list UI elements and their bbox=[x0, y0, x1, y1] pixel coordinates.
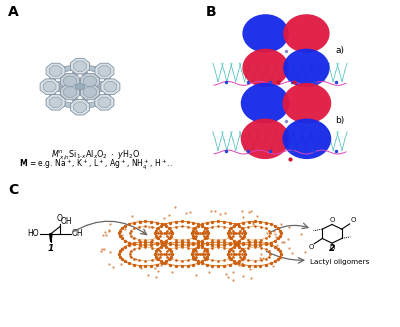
Polygon shape bbox=[58, 93, 68, 101]
Ellipse shape bbox=[282, 83, 331, 123]
Text: 2: 2 bbox=[329, 244, 335, 253]
Polygon shape bbox=[92, 93, 102, 101]
Text: O: O bbox=[350, 217, 356, 223]
Polygon shape bbox=[95, 95, 114, 110]
Polygon shape bbox=[74, 102, 86, 112]
Polygon shape bbox=[86, 101, 98, 108]
Text: b): b) bbox=[335, 116, 344, 126]
Text: Lactyl oligomers: Lactyl oligomers bbox=[310, 259, 369, 265]
Ellipse shape bbox=[283, 14, 330, 53]
Polygon shape bbox=[64, 87, 76, 97]
Text: O: O bbox=[308, 244, 314, 250]
Polygon shape bbox=[95, 86, 105, 93]
Polygon shape bbox=[50, 234, 52, 242]
Polygon shape bbox=[70, 95, 80, 104]
Text: O: O bbox=[57, 214, 63, 223]
Polygon shape bbox=[104, 91, 111, 98]
Polygon shape bbox=[70, 99, 90, 115]
Polygon shape bbox=[104, 81, 117, 92]
Polygon shape bbox=[80, 74, 100, 89]
Polygon shape bbox=[80, 84, 100, 100]
Polygon shape bbox=[43, 81, 56, 92]
Ellipse shape bbox=[241, 119, 290, 159]
Polygon shape bbox=[95, 63, 114, 79]
Text: O: O bbox=[329, 217, 335, 223]
Polygon shape bbox=[55, 86, 65, 93]
Text: a): a) bbox=[335, 46, 344, 55]
Text: $\mathit{M}^n_{\ x/n}\mathrm{Si}_{1\text{-}x}\mathrm{Al}_x\mathrm{O}_2\ \cdot\ \: $\mathit{M}^n_{\ x/n}\mathrm{Si}_{1\text… bbox=[52, 148, 140, 162]
Polygon shape bbox=[60, 84, 80, 100]
Polygon shape bbox=[76, 84, 84, 90]
Text: 1: 1 bbox=[48, 244, 54, 253]
Text: OH: OH bbox=[72, 229, 84, 238]
Polygon shape bbox=[62, 65, 74, 72]
Text: OH: OH bbox=[61, 217, 72, 226]
Polygon shape bbox=[40, 79, 59, 95]
Polygon shape bbox=[84, 87, 96, 97]
Polygon shape bbox=[62, 101, 74, 108]
Polygon shape bbox=[74, 61, 86, 71]
Text: B: B bbox=[206, 5, 217, 19]
Polygon shape bbox=[49, 75, 56, 83]
Text: A: A bbox=[8, 5, 19, 19]
Polygon shape bbox=[46, 63, 65, 79]
Polygon shape bbox=[58, 72, 68, 80]
Polygon shape bbox=[104, 75, 111, 83]
Polygon shape bbox=[76, 79, 84, 84]
Text: HO: HO bbox=[27, 229, 39, 238]
Polygon shape bbox=[49, 66, 62, 76]
Polygon shape bbox=[49, 91, 56, 98]
Ellipse shape bbox=[283, 49, 330, 87]
Polygon shape bbox=[64, 76, 76, 86]
Polygon shape bbox=[86, 65, 98, 72]
Polygon shape bbox=[84, 76, 96, 86]
Polygon shape bbox=[98, 97, 111, 108]
Polygon shape bbox=[49, 97, 62, 108]
Polygon shape bbox=[70, 59, 90, 74]
Ellipse shape bbox=[282, 119, 331, 159]
Polygon shape bbox=[98, 66, 111, 76]
Text: C: C bbox=[8, 183, 18, 197]
Polygon shape bbox=[60, 74, 80, 89]
Text: $\mathbf{M}$ = e.g. Na$^+$, K$^+$, L$^+$, Ag$^+$, NH$_4^+$, H$^+$..: $\mathbf{M}$ = e.g. Na$^+$, K$^+$, L$^+$… bbox=[19, 158, 173, 172]
Polygon shape bbox=[80, 95, 90, 104]
Polygon shape bbox=[46, 95, 65, 110]
Ellipse shape bbox=[241, 83, 290, 123]
Polygon shape bbox=[92, 72, 102, 80]
Polygon shape bbox=[101, 79, 120, 95]
Ellipse shape bbox=[242, 49, 289, 87]
Polygon shape bbox=[55, 80, 65, 87]
Polygon shape bbox=[70, 69, 80, 78]
Text: O: O bbox=[329, 245, 335, 251]
Ellipse shape bbox=[242, 14, 289, 53]
Polygon shape bbox=[80, 69, 90, 78]
Polygon shape bbox=[76, 90, 84, 95]
Polygon shape bbox=[95, 80, 105, 87]
